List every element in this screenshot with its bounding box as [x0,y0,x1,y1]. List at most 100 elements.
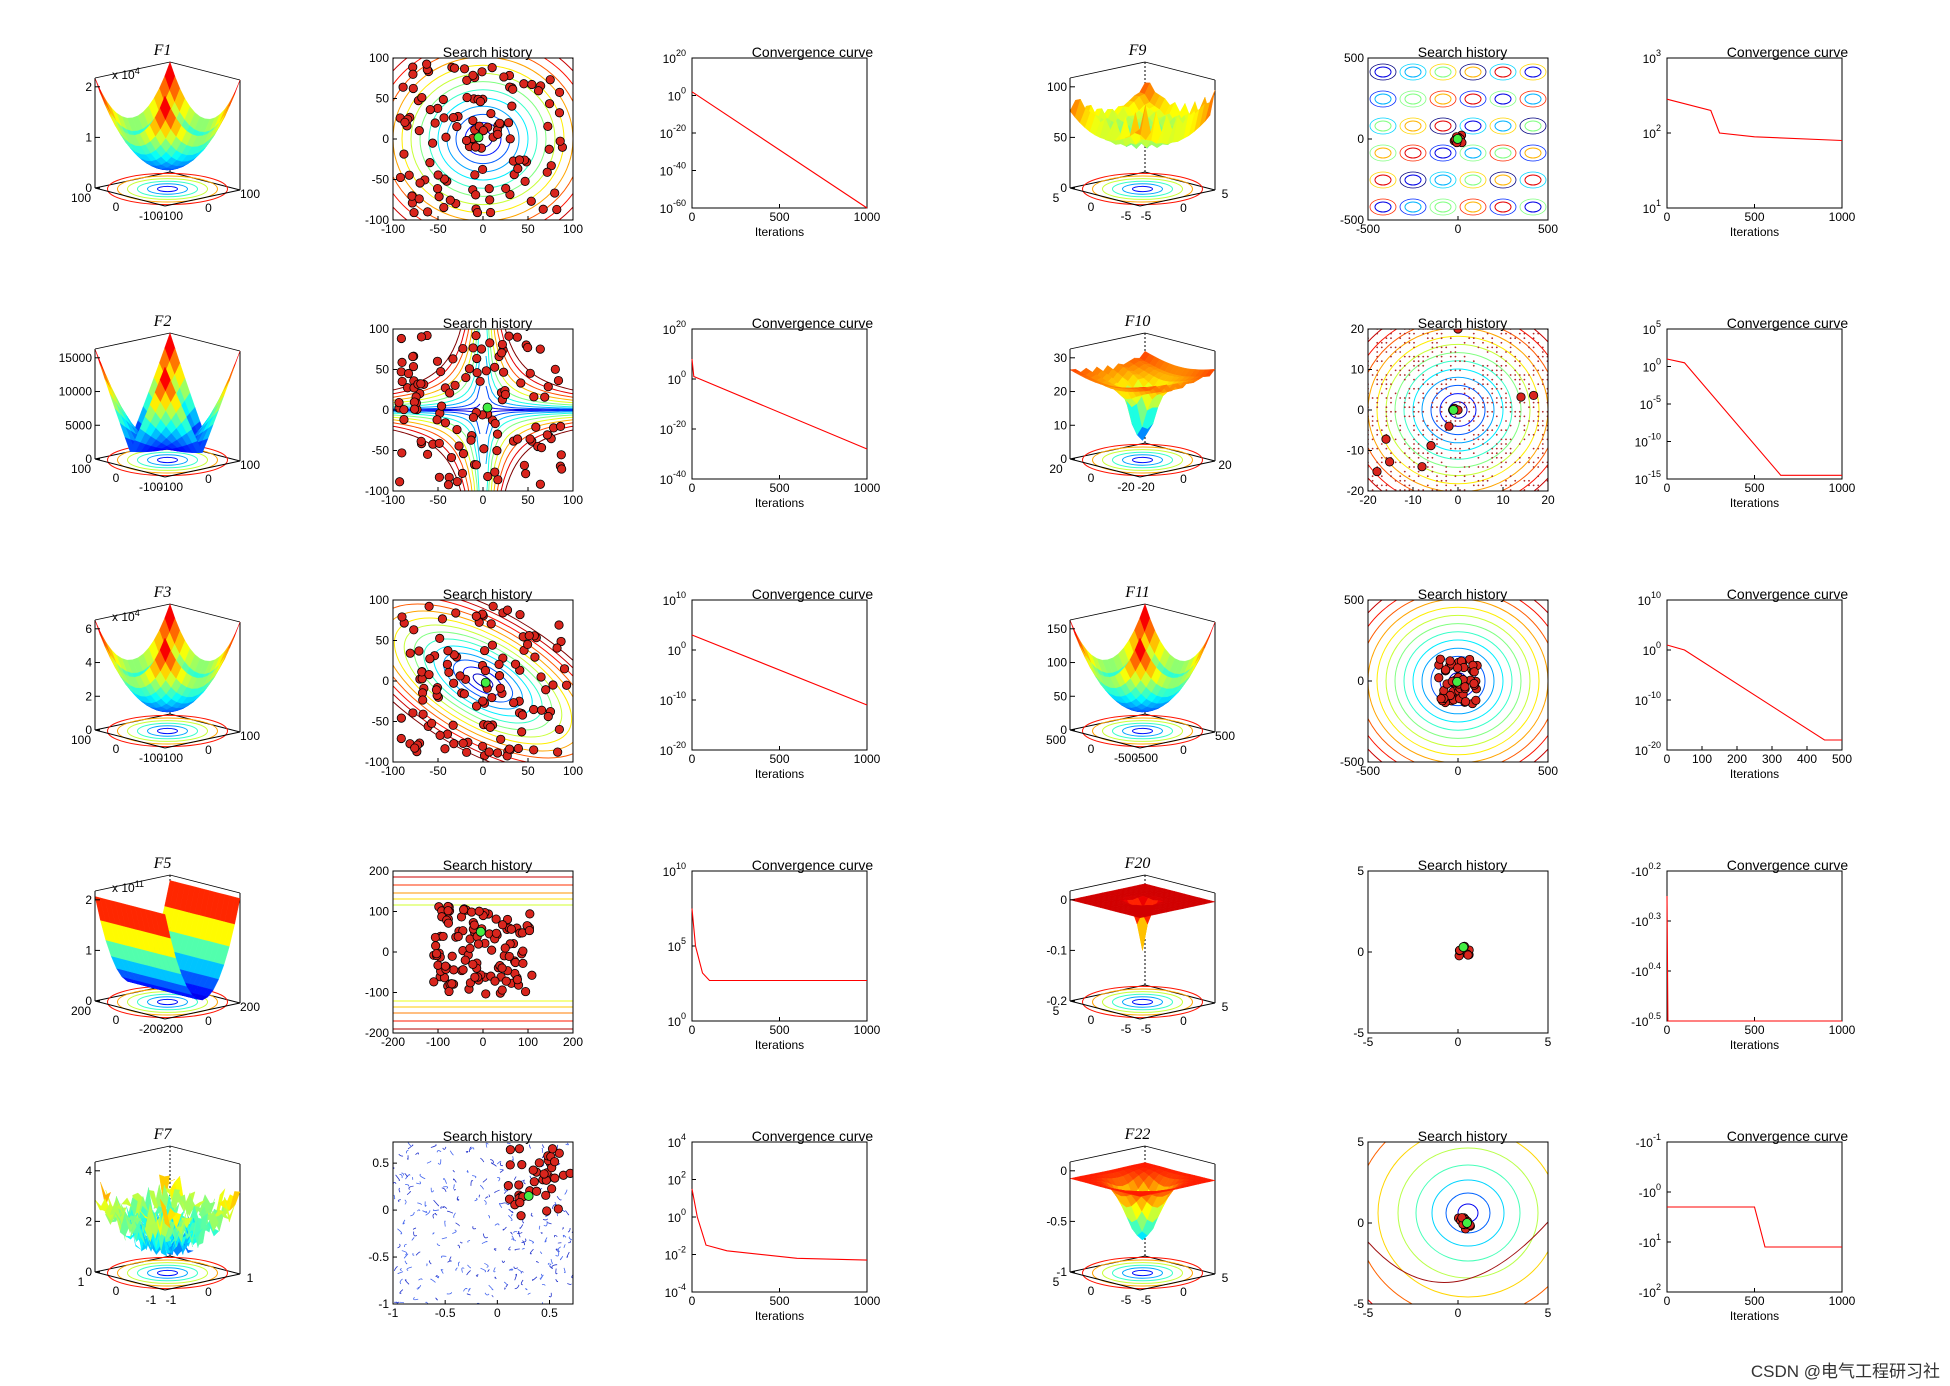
y-tick-label: 0 [113,1013,120,1027]
agent-point [471,190,481,200]
agent-point [468,115,478,126]
x-tick-label-value: 0 [480,493,487,507]
x-tick-label: -100 [426,1035,450,1049]
z-tick-label: 2 [85,689,92,703]
y-tick-label-value: 0 [1357,403,1364,417]
agent-point [458,738,468,748]
y-tick-label-value: 20 [1049,462,1063,476]
contour-dot [1440,383,1443,386]
contour-dot [1417,360,1420,363]
contour-line [490,1159,494,1164]
contour-line [493,1248,497,1251]
contour-dot [1532,369,1535,372]
contour-line [474,1198,478,1202]
contour-dot [1495,452,1498,455]
x-tick-label: 0 [205,201,212,215]
x-tick-label-value: -100 [381,764,405,778]
z-tick-label-value: 15000 [59,351,93,365]
contour-dot [1385,378,1388,381]
contour-line [456,1198,460,1201]
y-tick-label: 50 [376,363,390,377]
contour-line [467,1239,471,1243]
contour-dot [1472,337,1475,340]
contour-dot [1528,383,1530,386]
x-tick-label: -5 [1363,1306,1374,1320]
surface-plot [1069,1145,1216,1291]
y-tick-label-exponent: -60 [673,198,686,208]
contour-line [466,1270,471,1276]
floor-contour [1122,183,1163,195]
contour-dot [1440,406,1443,409]
agent-point [439,113,449,123]
contour-dot [1436,397,1438,399]
contour-dot [1486,364,1489,367]
contour-dot [1390,401,1392,404]
contour-line [447,1260,452,1263]
floor-contour [1102,178,1183,200]
y-tick-label-exponent: 0 [681,640,686,650]
agent-point [457,468,468,478]
contour-dot [1445,378,1448,381]
contour-line [1369,198,1397,216]
y-tick-label-exponent: 0 [681,1207,686,1217]
contour-line [1415,1164,1521,1262]
subplot-4-2: -200 -100 0 100 200 -200 -100 0 100 200 Search his… [325,819,650,1090]
search-history-plot [1367,328,1549,492]
agent-point [485,722,495,732]
y-tick-label-value: -10 [1631,915,1649,929]
agent-point [430,118,440,128]
x-tick-label-value: 500 [1538,222,1558,236]
contour-dot [1380,461,1383,464]
y-tick-label-value: 50 [376,363,390,377]
subplot-title: Convergence curve [1726,44,1849,60]
watermark-text: CSDN @电气工程研习社 [1750,1362,1940,1381]
contour-dot [1463,355,1466,358]
contour-line [1429,90,1457,108]
y-tick-label-value: 5 [1053,191,1060,205]
y-tick-label: 0 [113,200,120,214]
agent-point [462,92,472,103]
agent-point [486,619,496,629]
agent-point [462,747,472,757]
agent-point [478,696,488,706]
contour-dot [1459,447,1461,450]
contour-dot [1390,420,1392,422]
z-tick-label: 15000 [59,351,93,365]
contour-dot [1440,337,1443,340]
agent-point [399,404,409,415]
y-tick-label: 0 [113,742,120,756]
y-tick-label: -100 [139,751,163,765]
x-tick-label-value: 5 [1222,1000,1229,1014]
surface-patch [229,350,241,378]
y-tick-label: -100 [1639,1182,1661,1200]
contour-dot [1486,433,1489,436]
contour-line [413,1296,419,1301]
contour-dot [1399,332,1402,335]
contour-dot [1514,461,1517,464]
y-tick-label: 0 [1357,674,1364,688]
contour-dot [1436,489,1438,491]
contour-line [1376,606,1540,756]
contour-dot [1371,420,1374,422]
convergence-plot [691,328,868,480]
contour-dot [1422,410,1425,413]
contour-line [542,1218,548,1221]
y-tick-label-value: 5 [1053,1275,1060,1289]
z-tick-label-value: 0 [85,181,92,195]
contour-line [1459,171,1487,189]
agent-point [1516,392,1526,402]
contour-dot [1399,364,1402,367]
y-tick-label-value: 100 [369,322,389,336]
contour-line [441,1187,447,1192]
contour-line [1464,174,1482,186]
contour-dot [1505,360,1507,363]
contour-line [480,1267,487,1273]
contour-dot [1440,410,1443,413]
z-tick-label-value: 0 [85,452,92,466]
contour-line [496,1160,502,1165]
contour-dot [1390,355,1392,358]
x-tick-label-value: 0 [689,1294,696,1308]
y-tick-label-value: 100 [71,191,91,205]
